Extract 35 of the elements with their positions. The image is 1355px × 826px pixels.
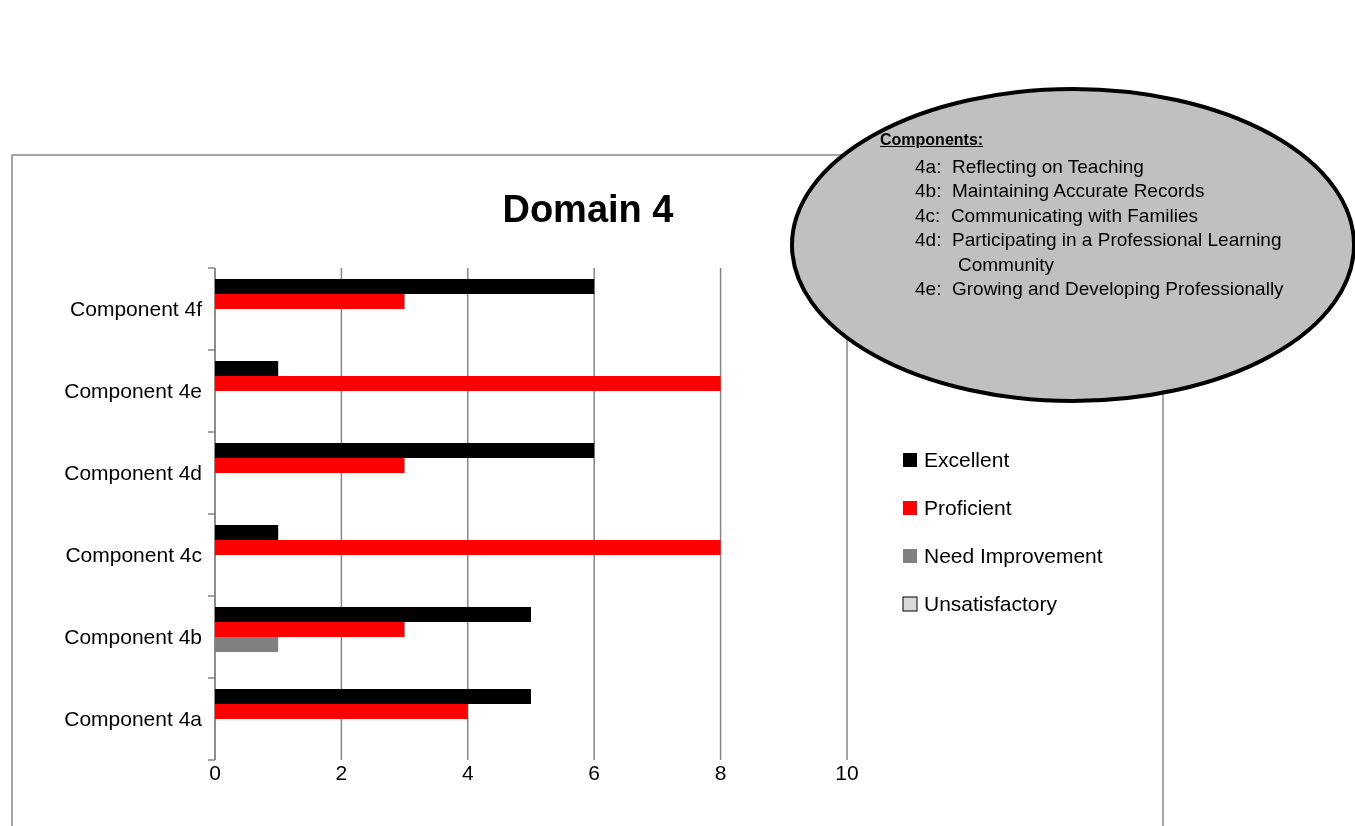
bar: [215, 443, 595, 458]
y-tick-label: Component 4a: [64, 707, 203, 730]
bar: [215, 704, 468, 719]
bar: [215, 458, 405, 473]
y-tick-label: Component 4c: [65, 543, 202, 566]
text: 4e: Growing and Developing Professionally: [915, 277, 1285, 301]
text: Components:: [880, 130, 985, 150]
bar: [215, 376, 721, 391]
chart-title: Domain 4: [502, 188, 674, 230]
y-tick-label: Component 4d: [64, 461, 202, 484]
x-tick-label: 8: [714, 761, 727, 784]
legend-label: Unsatisfactory: [924, 592, 1058, 615]
legend-label: Need Improvement: [924, 544, 1103, 567]
bar: [215, 279, 595, 294]
y-tick-label: Component 4e: [64, 379, 202, 402]
y-tick-label: Component 4b: [64, 625, 202, 648]
bar: [215, 540, 721, 555]
text: 4c: Communicating with Families: [915, 203, 1199, 228]
text: 4a: Reflecting on Teaching: [915, 154, 1145, 179]
x-tick-label: 10: [835, 761, 859, 784]
bar: [215, 361, 279, 376]
x-tick-label: 6: [588, 761, 601, 784]
bar: [215, 622, 405, 637]
x-tick-label: 2: [335, 761, 348, 784]
bar: [215, 525, 279, 540]
bar: [215, 689, 531, 704]
bar: [215, 607, 531, 622]
text: 4b: Maintaining Accurate Records: [915, 179, 1206, 203]
y-tick-label: Component 4f: [70, 297, 203, 320]
x-tick-label: 4: [461, 761, 474, 784]
legend-label: Excellent: [924, 448, 1010, 471]
x-tick-label: 0: [209, 761, 221, 784]
legend-label: Proficient: [924, 496, 1012, 519]
bar: [215, 294, 405, 309]
text: 4d: Participating in a Professional Learning Community: [915, 228, 1283, 277]
